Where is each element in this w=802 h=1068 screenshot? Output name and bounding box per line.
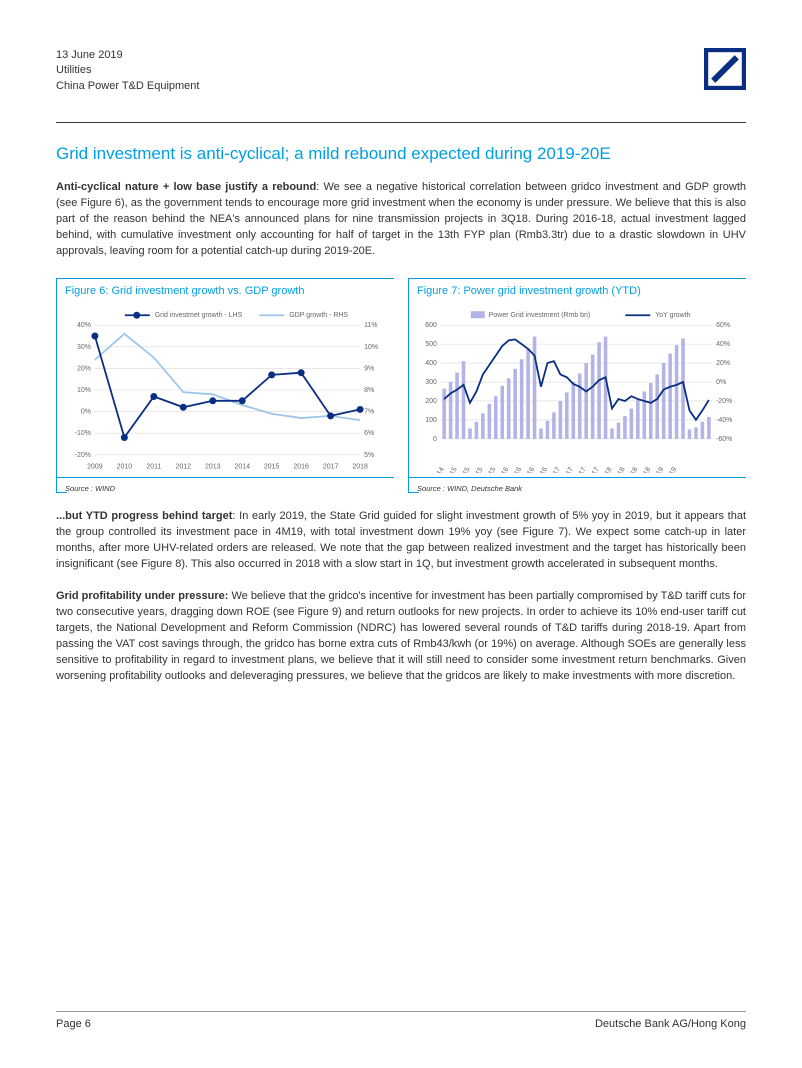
para2-lead: ...but YTD progress behind target <box>56 510 232 522</box>
svg-text:100: 100 <box>425 417 437 424</box>
svg-text:5%: 5% <box>364 452 374 459</box>
svg-text:2016: 2016 <box>293 464 309 471</box>
svg-text:Jul-16: Jul-16 <box>521 466 537 473</box>
svg-text:-20%: -20% <box>716 398 732 405</box>
svg-text:40%: 40% <box>716 341 730 348</box>
svg-text:-40%: -40% <box>716 417 732 424</box>
para3-lead: Grid profitability under pressure: <box>56 590 228 602</box>
svg-text:-20%: -20% <box>75 452 91 459</box>
page-header: 13 June 2019 Utilities China Power T&D E… <box>56 48 746 94</box>
svg-text:60%: 60% <box>716 322 730 329</box>
svg-text:2015: 2015 <box>264 464 280 471</box>
svg-text:500: 500 <box>425 341 437 348</box>
header-title: China Power T&D Equipment <box>56 79 199 94</box>
para1-lead: Anti-cyclical nature + low base justify … <box>56 181 316 193</box>
svg-text:0: 0 <box>433 436 437 443</box>
svg-text:0%: 0% <box>716 379 726 386</box>
svg-text:8%: 8% <box>364 387 374 394</box>
svg-text:600: 600 <box>425 322 437 329</box>
svg-text:10%: 10% <box>77 387 91 394</box>
paragraph-1: Anti-cyclical nature + low base justify … <box>56 180 746 260</box>
svg-text:0%: 0% <box>81 409 91 416</box>
figure-6-chart: Grid investmet growth - LHS GDP growth - … <box>57 303 394 473</box>
figure-6-title: Figure 6: Grid investment growth vs. GDP… <box>57 285 394 303</box>
figure-7-title: Figure 7: Power grid investment growth (… <box>409 285 746 303</box>
svg-text:2017: 2017 <box>323 464 339 471</box>
header-divider <box>56 122 746 123</box>
svg-text:200: 200 <box>425 398 437 405</box>
svg-text:-60%: -60% <box>716 436 732 443</box>
svg-text:YoY growth: YoY growth <box>655 312 690 319</box>
svg-text:2012: 2012 <box>176 464 192 471</box>
svg-text:Oct-14: Oct-14 <box>429 466 446 473</box>
svg-text:2009: 2009 <box>87 464 103 471</box>
figure-6-source: Source : WIND <box>57 477 394 493</box>
svg-text:6%: 6% <box>364 430 374 437</box>
header-date: 13 June 2019 <box>56 48 199 63</box>
header-sector: Utilities <box>56 63 199 78</box>
svg-text:2014: 2014 <box>234 464 250 471</box>
svg-text:2018: 2018 <box>352 464 368 471</box>
paragraph-3: Grid profitability under pressure: We be… <box>56 589 746 685</box>
figure-7: Figure 7: Power grid investment growth (… <box>408 278 746 493</box>
figure-7-chart: Power Grid investment (Rmb bn) YoY growth… <box>409 303 746 473</box>
figures-row: Figure 6: Grid investment growth vs. GDP… <box>56 278 746 493</box>
svg-text:30%: 30% <box>77 344 91 351</box>
svg-text:Grid investmet growth - LHS: Grid investmet growth - LHS <box>155 312 243 319</box>
svg-text:Jul-17: Jul-17 <box>572 466 588 473</box>
header-meta: 13 June 2019 Utilities China Power T&D E… <box>56 48 199 94</box>
svg-text:Power Grid investment (Rmb bn): Power Grid investment (Rmb bn) <box>489 312 590 319</box>
svg-text:2011: 2011 <box>146 464 161 471</box>
page-footer: Page 6 Deutsche Bank AG/Hong Kong <box>56 1011 746 1030</box>
svg-text:10%: 10% <box>364 344 378 351</box>
svg-text:11%: 11% <box>364 322 377 329</box>
footer-page: Page 6 <box>56 1018 91 1030</box>
svg-text:300: 300 <box>425 379 437 386</box>
svg-text:9%: 9% <box>364 365 374 372</box>
svg-text:2010: 2010 <box>117 464 133 471</box>
svg-text:7%: 7% <box>364 409 374 416</box>
paragraph-2: ...but YTD progress behind target: In ea… <box>56 509 746 573</box>
footer-company: Deutsche Bank AG/Hong Kong <box>595 1018 746 1030</box>
svg-text:40%: 40% <box>77 322 91 329</box>
svg-text:GDP growth - RHS: GDP growth - RHS <box>289 312 348 319</box>
section-title: Grid investment is anti-cyclical; a mild… <box>56 143 746 164</box>
figure-7-source: Source : WIND, Deutsche Bank <box>409 477 746 493</box>
para3-body: We believe that the gridco's incentive f… <box>56 590 746 682</box>
svg-text:20%: 20% <box>77 365 91 372</box>
deutsche-bank-logo <box>704 48 746 90</box>
svg-text:400: 400 <box>425 360 437 367</box>
svg-text:2013: 2013 <box>205 464 221 471</box>
figure-6: Figure 6: Grid investment growth vs. GDP… <box>56 278 394 493</box>
svg-text:-10%: -10% <box>75 430 91 437</box>
svg-text:20%: 20% <box>716 360 730 367</box>
